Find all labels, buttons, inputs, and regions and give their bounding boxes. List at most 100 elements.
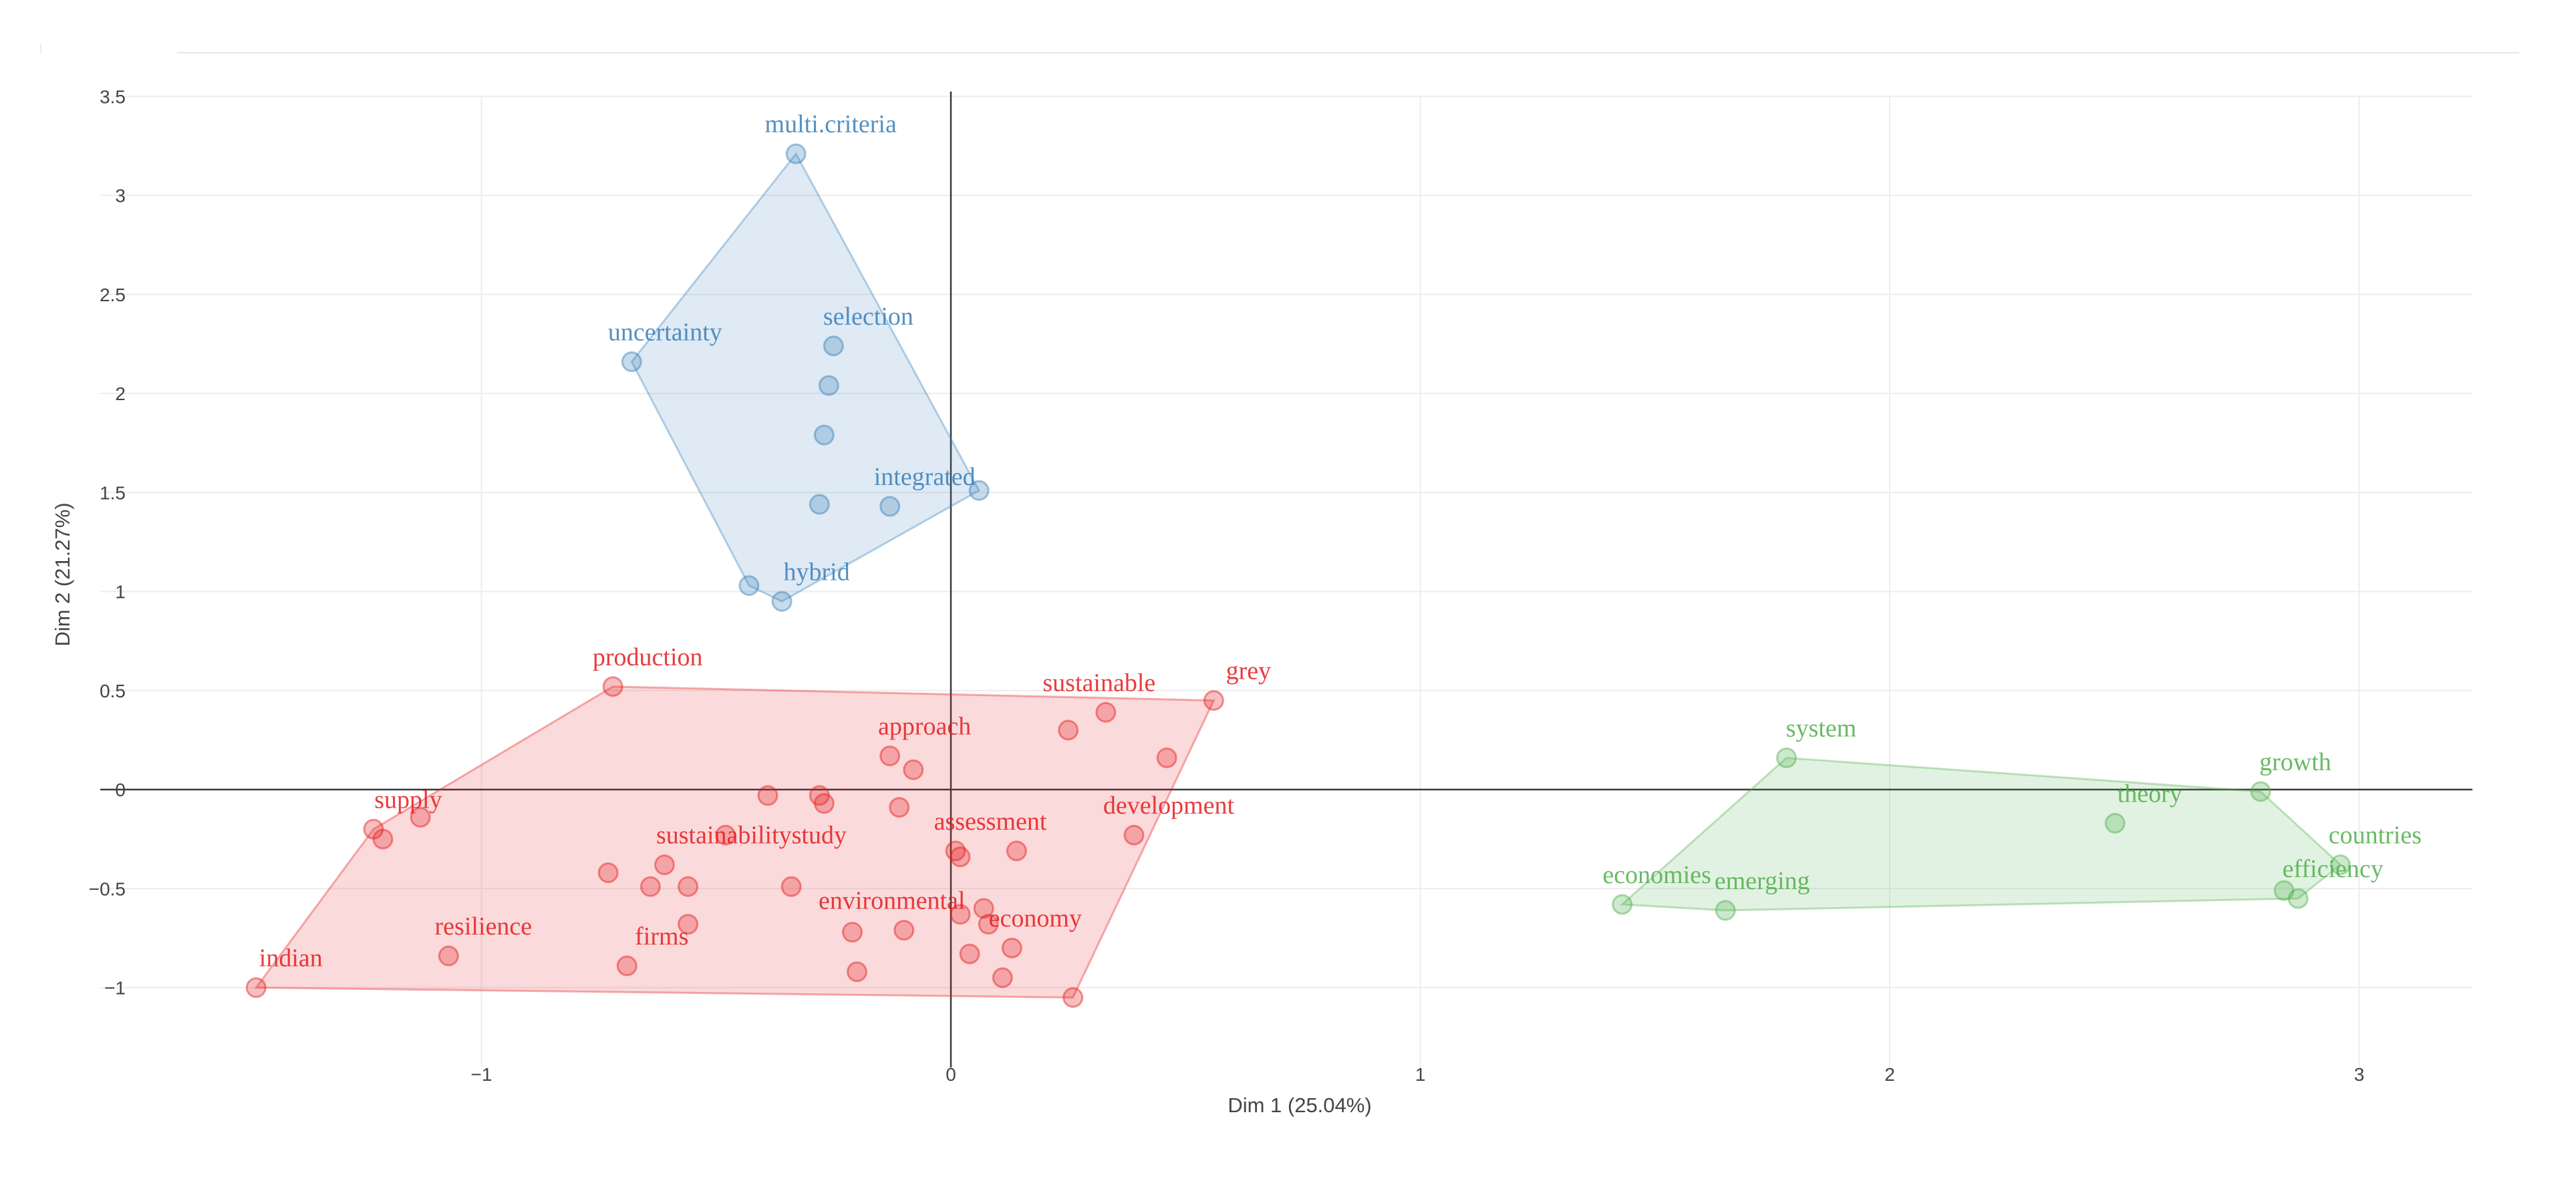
cluster-2-point xyxy=(945,840,966,862)
cluster-2-point xyxy=(372,828,394,850)
cluster-2-label: economy xyxy=(989,904,1082,933)
zero-axes xyxy=(100,92,2472,1067)
cluster-3-hull xyxy=(1619,757,2342,912)
cluster-1-label: integrated xyxy=(874,463,976,491)
cluster-1-point xyxy=(968,480,990,501)
cluster-2-point xyxy=(438,945,459,967)
gridlines xyxy=(100,96,2472,1067)
cluster-2-point xyxy=(1006,840,1027,862)
cluster-3-point xyxy=(2329,854,2351,876)
cluster-1-label: uncertainty xyxy=(608,319,722,347)
x-tick-label: 3 xyxy=(2354,1064,2365,1085)
cluster-3-point xyxy=(2273,880,2295,901)
cluster-1-point xyxy=(818,375,839,396)
cluster-2-point xyxy=(879,745,901,767)
cluster-hulls xyxy=(254,152,2342,999)
cluster-1-point xyxy=(879,496,901,517)
cluster-2-point xyxy=(1123,824,1145,846)
y-axis-label: Dim 2 (21.27%) xyxy=(51,502,74,646)
x-tick-label: 1 xyxy=(1415,1064,1426,1085)
cluster-2-label: sustainabilitystudy xyxy=(656,822,847,850)
cluster-1-label: multi.criteria xyxy=(765,110,897,138)
cluster-1-point xyxy=(621,351,642,373)
cluster-2-label: environmental xyxy=(819,887,965,915)
cluster-2-hull xyxy=(254,685,1215,999)
cluster-2-point xyxy=(1095,701,1117,723)
cluster-2-point xyxy=(602,676,623,697)
cluster-2-point xyxy=(903,759,924,780)
cluster-3-point xyxy=(2104,812,2126,834)
cluster-2-point xyxy=(973,898,994,919)
cluster-3-point xyxy=(2287,888,2309,909)
cluster-2-point xyxy=(678,876,699,897)
y-tick-label: 3 xyxy=(115,186,126,206)
cluster-2-point xyxy=(847,961,867,983)
cluster-2-label: sustainable xyxy=(1042,669,1155,697)
cluster-2-point xyxy=(1058,719,1079,741)
cluster-2-point xyxy=(1001,937,1022,959)
cluster-1-point xyxy=(813,424,835,446)
cluster-2-point xyxy=(813,793,835,814)
cluster-2-point xyxy=(616,955,637,977)
cluster-2-point xyxy=(757,785,778,806)
x-tick-label: −1 xyxy=(471,1064,492,1085)
y-tick-label: −0.5 xyxy=(89,878,126,899)
cluster-1-point xyxy=(771,591,793,612)
tick-labels: −1 0 1 2 3 −1 −0.5 0 0.5 1 1.5 2 2.5 3 3.5 xyxy=(89,86,2365,1085)
cluster-2-point xyxy=(245,977,267,998)
cluster-3-point xyxy=(2250,781,2271,802)
cluster-1-label: hybrid xyxy=(783,558,849,586)
cluster-2-point xyxy=(715,824,736,846)
cluster-2-point xyxy=(893,920,915,941)
cluster-2-point xyxy=(597,862,619,884)
x-tick-label: 2 xyxy=(1884,1064,1895,1085)
cluster-3-label: growth xyxy=(2259,748,2331,776)
cluster-3-point xyxy=(1715,900,1736,921)
cluster-2-point xyxy=(780,876,802,897)
cluster-1-point xyxy=(785,143,807,164)
cluster-2-label: indian xyxy=(259,945,323,973)
cluster-2-point xyxy=(1156,747,1177,769)
cluster-2-point xyxy=(889,797,910,818)
cluster-2-point xyxy=(950,904,971,925)
cluster-2-point xyxy=(841,921,863,943)
cluster-3-point xyxy=(1775,747,1797,769)
cluster-2-label: assessment xyxy=(934,808,1047,836)
cluster-2-point xyxy=(992,967,1013,989)
cluster-2-label: grey xyxy=(1226,657,1272,685)
cluster-2-point xyxy=(959,943,980,965)
cluster-3-label: emerging xyxy=(1715,867,1810,895)
cluster-2-label: firms xyxy=(635,922,688,951)
cluster-2-point xyxy=(639,876,661,897)
cluster-1-point xyxy=(823,335,844,357)
cluster-2-label: supply xyxy=(374,786,442,814)
cluster-3-label: countries xyxy=(2329,822,2422,850)
y-tick-label: 3.5 xyxy=(100,86,126,107)
x-tick-label: 0 xyxy=(946,1064,956,1085)
cluster-2-point xyxy=(654,854,675,876)
cluster-3-point xyxy=(1612,894,1633,915)
cluster-2-point xyxy=(410,807,431,828)
cluster-1-point xyxy=(809,494,830,515)
y-tick-label: 0 xyxy=(115,780,126,800)
corner-tick xyxy=(40,44,41,53)
cluster-3-label: system xyxy=(1786,715,1857,743)
cluster-2-label: resilience xyxy=(435,912,533,941)
cluster-2-label: development xyxy=(1103,792,1235,820)
point-labels: multi.criteria uncertainty selection integr… xyxy=(259,110,2422,972)
y-tick-label: 0.5 xyxy=(100,681,126,701)
y-tick-label: 1 xyxy=(115,582,126,603)
cluster-3-label: economies xyxy=(1602,861,1711,889)
data-points xyxy=(245,143,2351,1008)
y-tick-label: 2 xyxy=(115,383,126,404)
cluster-1-label: selection xyxy=(823,303,913,331)
cluster-1-hull xyxy=(630,152,981,603)
cluster-2-point xyxy=(363,818,384,840)
y-tick-label: −1 xyxy=(104,978,126,999)
cluster-2-point xyxy=(1062,987,1084,1008)
cluster-2-point xyxy=(978,914,999,935)
x-axis-label: Dim 1 (25.04%) xyxy=(1228,1093,1371,1117)
y-tick-label: 1.5 xyxy=(100,482,126,503)
cluster-2-point xyxy=(1203,690,1224,711)
